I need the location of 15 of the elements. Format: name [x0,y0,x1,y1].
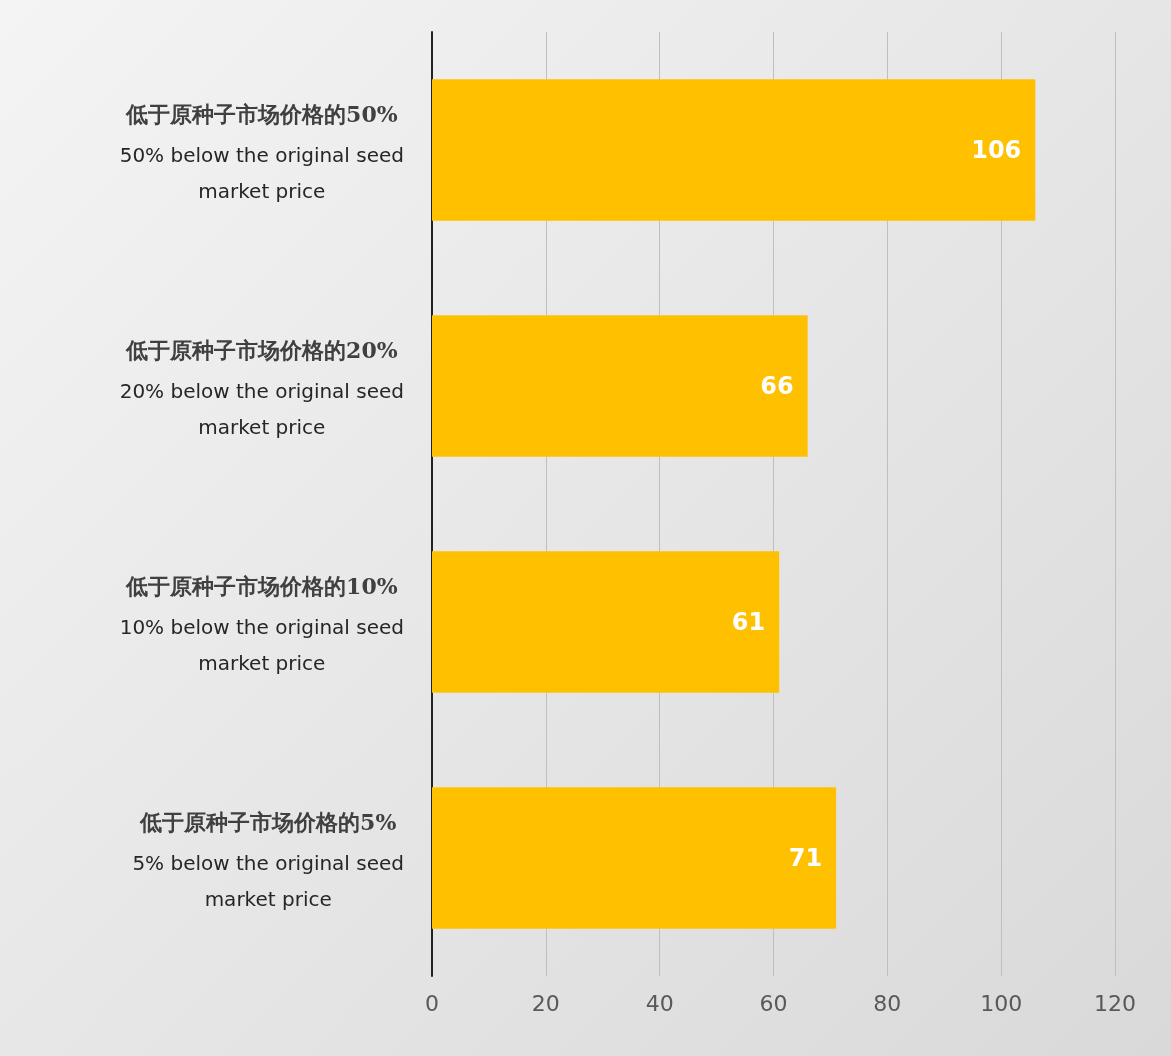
x-tick-label: 0 [425,990,439,1016]
x-tick-label: 40 [645,990,674,1016]
data-label: 71 [788,844,823,872]
x-tick-label: 20 [531,990,560,1016]
y-tick-label: 低于原种子市场价格的50% 50% below the original seed market price [119,101,404,203]
data-label: 66 [760,372,794,400]
x-tick-label: 120 [1094,990,1136,1016]
y-tick-label: 低于原种子市场价格的10% 10% below the original seed market price [119,573,404,675]
x-tick-label: 80 [873,990,902,1016]
y-tick-label: 低于原种子市场价格的5% 5% below the original seed market price [132,809,405,911]
y-tick-label: 低于原种子市场价格的20% 20% below the original seed market price [119,337,404,439]
x-tick-label: 100 [980,990,1023,1016]
data-label: 106 [971,136,1022,164]
data-label: 61 [731,608,766,636]
x-tick-label: 60 [759,990,788,1016]
